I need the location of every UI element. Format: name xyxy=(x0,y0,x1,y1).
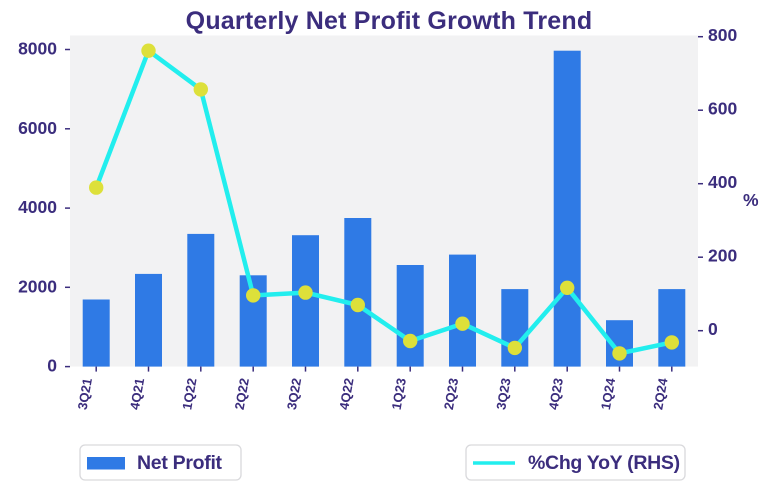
svg-text:4Q21: 4Q21 xyxy=(127,377,147,411)
svg-text:3Q23: 3Q23 xyxy=(493,377,513,411)
svg-text:8000: 8000 xyxy=(18,39,57,59)
svg-text:Net Profit: Net Profit xyxy=(137,452,223,474)
svg-text:2Q22: 2Q22 xyxy=(232,377,252,411)
svg-text:2Q23: 2Q23 xyxy=(441,377,461,411)
svg-text:1Q23: 1Q23 xyxy=(389,377,409,411)
svg-text:3Q21: 3Q21 xyxy=(75,377,95,411)
svg-text:%: % xyxy=(743,190,759,210)
svg-text:400: 400 xyxy=(708,172,737,192)
svg-text:4000: 4000 xyxy=(18,197,57,217)
svg-text:0: 0 xyxy=(47,356,57,376)
svg-text:6000: 6000 xyxy=(18,118,57,138)
svg-text:4Q22: 4Q22 xyxy=(336,377,356,411)
svg-text:2000: 2000 xyxy=(18,276,57,296)
svg-text:1Q22: 1Q22 xyxy=(179,377,199,411)
svg-text:2Q24: 2Q24 xyxy=(650,376,670,411)
svg-text:4Q23: 4Q23 xyxy=(546,377,566,411)
svg-text:0: 0 xyxy=(708,319,718,339)
svg-text:200: 200 xyxy=(708,246,737,266)
svg-text:600: 600 xyxy=(708,99,737,119)
svg-text:3Q22: 3Q22 xyxy=(284,377,304,411)
svg-text:%Chg YoY (RHS): %Chg YoY (RHS) xyxy=(528,452,680,474)
svg-text:1Q24: 1Q24 xyxy=(598,376,618,411)
